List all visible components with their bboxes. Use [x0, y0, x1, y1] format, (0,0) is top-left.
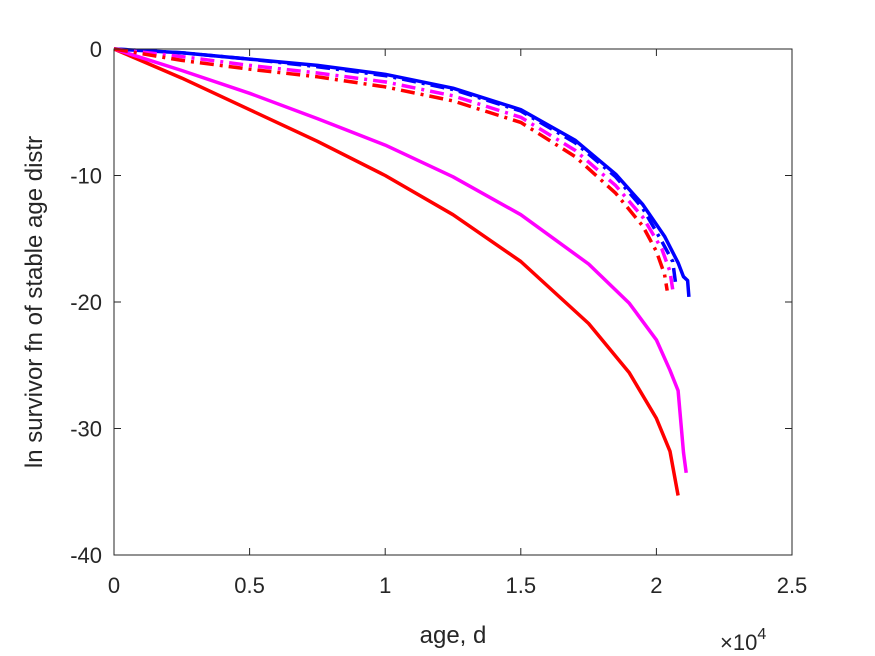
- series-line-6: [113, 47, 669, 291]
- y-tick-label: -30: [70, 417, 102, 442]
- y-tick-label: -40: [70, 543, 102, 568]
- x-exponent-base: ×10: [720, 630, 757, 655]
- x-tick-label: 1.5: [506, 573, 537, 598]
- y-axis-title: ln survivor fn of stable age distr: [21, 136, 48, 468]
- x-tick-label: 2.5: [777, 573, 808, 598]
- x-tick-label: 2: [650, 573, 662, 598]
- series-line-1: [113, 47, 680, 496]
- x-exponent-power: 4: [757, 626, 766, 643]
- axes-layer: [113, 48, 793, 556]
- y-tick-label: -20: [70, 290, 102, 315]
- x-tick-label: 0: [108, 573, 120, 598]
- y-tick-label: -10: [70, 164, 102, 189]
- plot-area: [114, 49, 792, 555]
- x-exponent-label: ×104: [720, 626, 766, 655]
- series-line-4: [113, 47, 678, 283]
- x-axis-title: age, d: [420, 622, 487, 649]
- x-tick-label: 0.5: [234, 573, 265, 598]
- tick-label-layer: 0 0.5 1 1.5 2 2.5 0 -10 -20 -30 -40: [70, 37, 807, 598]
- y-tick-label: 0: [90, 37, 102, 62]
- series-line-5: [113, 47, 675, 290]
- series-layer: [113, 47, 691, 496]
- series-line-2: [113, 47, 688, 474]
- x-tick-label: 1: [379, 573, 391, 598]
